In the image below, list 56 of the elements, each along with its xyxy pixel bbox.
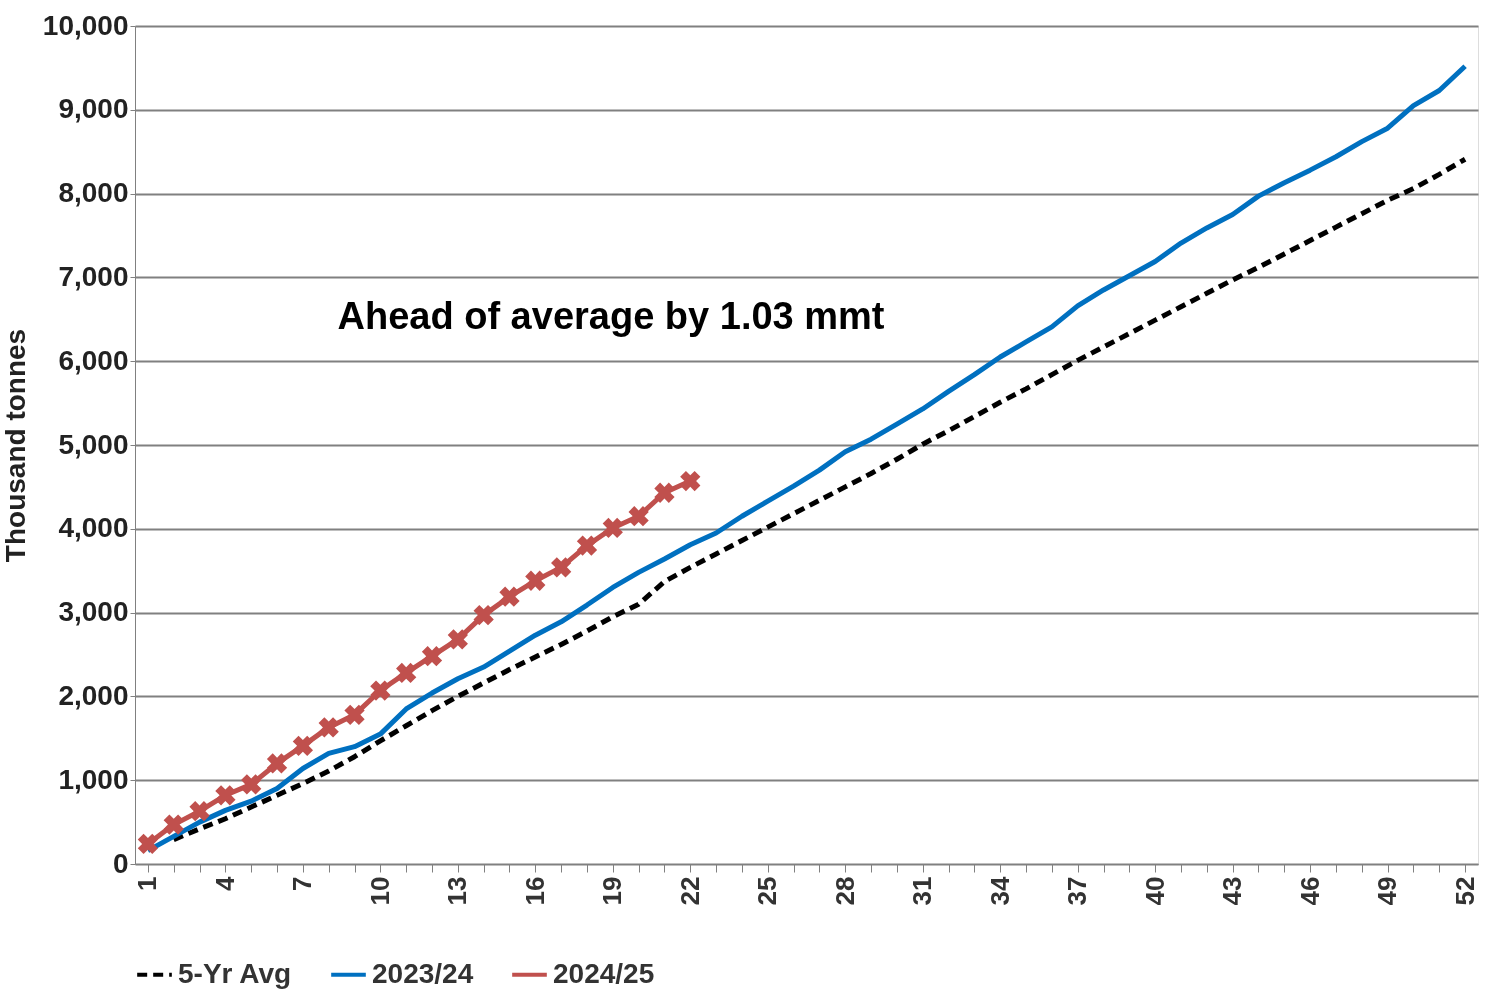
y-tick-label: 1,000 (58, 763, 129, 795)
x-tick-label: 10 (364, 876, 395, 906)
x-tick-label: 19 (597, 876, 628, 906)
point (189, 801, 210, 822)
point (241, 774, 262, 795)
point (318, 717, 339, 738)
legend-label: 2024/25 (553, 957, 655, 989)
legend-label: 2023/24 (372, 957, 474, 989)
y-axis-title: Thousand tonnes (0, 328, 31, 563)
x-tick-label: 7 (287, 876, 318, 891)
point (215, 785, 236, 806)
legend-label: 5-Yr Avg (178, 957, 292, 989)
y-tick-label: 9,000 (58, 93, 129, 125)
y-tick-label: 3,000 (58, 596, 129, 628)
x-tick-label: 16 (519, 876, 550, 906)
point (266, 753, 288, 774)
y-tick-label: 8,000 (58, 177, 129, 209)
y-tick-label: 4,000 (58, 512, 129, 544)
point (370, 680, 391, 701)
point (163, 814, 184, 835)
x-tick-label: 46 (1294, 876, 1325, 906)
y-tick-label: 5,000 (58, 428, 129, 460)
point (628, 506, 649, 527)
x-tick-label: 13 (442, 876, 473, 906)
y-tick-label: 10,000 (42, 9, 129, 41)
point (680, 470, 701, 492)
x-tick-label: 34 (984, 875, 1015, 906)
y-tick-label: 6,000 (58, 344, 129, 376)
x-tick-label: 28 (829, 876, 860, 906)
y-tick-label: 2,000 (58, 679, 129, 711)
point (292, 735, 314, 756)
y-tick-label: 0 (112, 847, 129, 879)
x-tick-label: 52 (1449, 876, 1480, 906)
x-tick-label: 40 (1139, 876, 1170, 906)
point (473, 604, 494, 626)
point (499, 586, 520, 607)
x-tick-label: 1 (132, 876, 163, 891)
point (447, 629, 468, 650)
point (525, 570, 546, 591)
x-tick-label: 22 (674, 876, 705, 906)
annotation: Ahead of average by 1.03 mmt (337, 295, 885, 337)
x-tick-label: 43 (1217, 876, 1248, 906)
x-tick-label: 49 (1372, 876, 1403, 906)
x-tick-label: 37 (1062, 876, 1093, 906)
x-tick-label: 4 (209, 875, 240, 891)
y-tick-label: 7,000 (58, 260, 129, 292)
point (576, 535, 598, 556)
x-tick-label: 31 (907, 876, 938, 906)
point (602, 517, 623, 539)
point (551, 557, 572, 578)
point (421, 646, 443, 667)
point (654, 482, 675, 503)
point (137, 833, 159, 855)
point (396, 662, 417, 684)
x-tick-label: 25 (752, 876, 783, 906)
point (344, 704, 365, 725)
